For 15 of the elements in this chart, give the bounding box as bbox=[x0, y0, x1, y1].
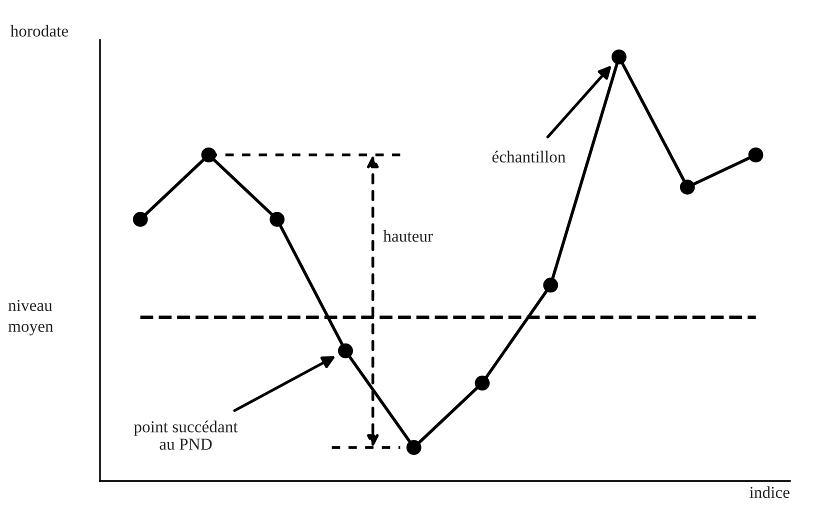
point bbox=[612, 49, 627, 64]
annotation: point succédant au PND bbox=[134, 420, 238, 450]
point bbox=[680, 180, 695, 195]
point bbox=[338, 343, 353, 358]
x-axis-title: indice bbox=[750, 486, 790, 498]
point bbox=[474, 376, 490, 391]
point bbox=[543, 278, 558, 293]
annotation: échantillon bbox=[492, 150, 566, 163]
annotation: hauteur bbox=[383, 230, 433, 242]
ref-line-label: niveau moyen bbox=[8, 300, 54, 336]
point bbox=[406, 440, 422, 455]
point bbox=[270, 212, 285, 227]
point bbox=[132, 212, 148, 227]
point bbox=[748, 147, 764, 162]
y-axis-title: horodate bbox=[10, 24, 68, 37]
